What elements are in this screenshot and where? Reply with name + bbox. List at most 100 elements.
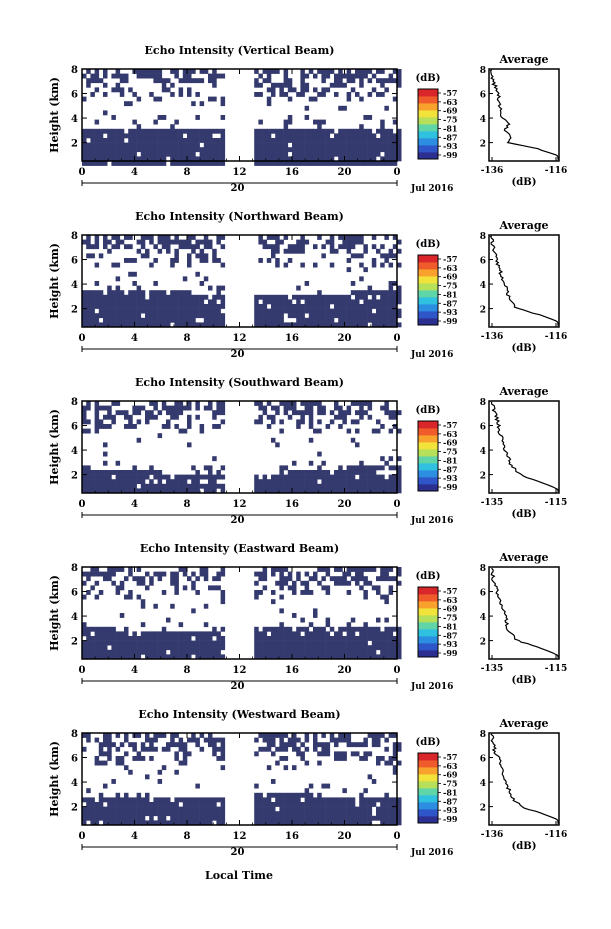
echo-cell (300, 235, 305, 240)
echo-cell (111, 649, 116, 655)
echo-cell (359, 401, 364, 406)
echo-cell (359, 294, 364, 300)
echo-cell (313, 151, 318, 157)
y-axis-label: Height (km) (48, 575, 61, 651)
echo-cell (182, 820, 188, 826)
echo-cell (149, 294, 154, 300)
colorbar-tick-label: -69 (443, 604, 458, 614)
profile-title: Average (498, 385, 548, 398)
echo-cell (103, 783, 108, 789)
echo-cell (182, 313, 188, 319)
echo-cell (300, 636, 305, 641)
echo-cell (191, 802, 196, 807)
echo-cell (145, 299, 150, 305)
colorbar-segment (418, 421, 438, 429)
echo-cell (86, 161, 91, 166)
echo-cell (258, 405, 263, 411)
echo-cell (275, 239, 280, 245)
echo-cell (292, 631, 297, 637)
echo-cell (397, 820, 402, 826)
echo-cell (149, 483, 154, 489)
echo-cell (346, 811, 352, 817)
echo-cell (317, 451, 322, 457)
echo-cell (191, 161, 196, 166)
echo-cell (124, 73, 129, 79)
echo-cell (199, 815, 205, 821)
echo-cell (153, 401, 158, 406)
echo-cell (279, 580, 284, 586)
echo-cell (115, 151, 121, 157)
echo-cell (279, 733, 284, 738)
echo-cell (300, 244, 305, 250)
echo-cell (258, 128, 263, 134)
echo-cell (161, 474, 167, 480)
echo-cell (182, 304, 188, 309)
echo-cell (166, 142, 171, 148)
echo-cell (388, 585, 394, 591)
panel-2: Echo Intensity (Northward Beam)Height (k… (48, 210, 567, 360)
echo-cell (287, 636, 293, 641)
echo-cell (275, 649, 280, 655)
echo-cell (140, 815, 146, 821)
echo-cell (292, 765, 297, 771)
echo-cell (107, 308, 112, 314)
echo-cell (317, 419, 322, 425)
echo-cell (271, 142, 276, 148)
echo-cell (342, 580, 347, 586)
echo-cell (380, 308, 385, 314)
heatmap-cells (82, 69, 402, 166)
echo-cell (275, 308, 280, 314)
echo-cell (292, 640, 297, 646)
echo-cell (174, 119, 179, 125)
echo-cell (367, 806, 373, 812)
echo-cell (182, 649, 188, 655)
echo-cell (98, 742, 104, 748)
echo-cell (321, 649, 326, 655)
colorbar-tick-label: -99 (443, 814, 458, 824)
echo-cell (216, 640, 221, 646)
echo-cell (254, 797, 259, 803)
echo-cell (258, 317, 263, 323)
echo-cell (262, 479, 268, 485)
echo-cell (220, 465, 226, 471)
echo-cell (86, 640, 91, 646)
echo-cell (397, 78, 402, 84)
echo-cell (254, 304, 259, 309)
echo-cell (115, 142, 121, 148)
echo-cell (355, 428, 360, 434)
echo-cell (98, 161, 104, 166)
echo-cell (220, 806, 226, 812)
echo-cell (199, 802, 205, 807)
echo-cell (136, 640, 142, 646)
echo-cell (254, 811, 259, 817)
echo-cell (266, 299, 272, 305)
echo-cell (397, 142, 402, 148)
echo-cell (342, 299, 347, 305)
echo-cell (308, 636, 314, 641)
echo-cell (187, 322, 192, 328)
echo-cell (140, 304, 146, 309)
echo-cell (98, 626, 104, 632)
echo-cell (103, 69, 108, 74)
echo-cell (275, 262, 280, 268)
echo-cell (153, 73, 158, 79)
echo-cell (90, 313, 95, 319)
echo-cell (161, 299, 167, 305)
echo-cell (262, 474, 268, 480)
echo-cell (313, 608, 318, 614)
echo-cell (115, 244, 121, 250)
echo-cell (82, 428, 87, 434)
echo-cell (342, 811, 347, 817)
echo-cell (397, 322, 402, 328)
echo-cell (220, 128, 226, 134)
echo-cell (136, 294, 142, 300)
echo-cell (132, 147, 137, 153)
echo-cell (325, 73, 331, 79)
echo-cell (220, 474, 226, 480)
echo-cell (115, 760, 121, 766)
echo-cell (149, 465, 154, 471)
echo-cell (304, 405, 310, 411)
echo-cell (279, 479, 284, 485)
echo-cell (170, 161, 175, 166)
echo-cell (178, 815, 184, 821)
